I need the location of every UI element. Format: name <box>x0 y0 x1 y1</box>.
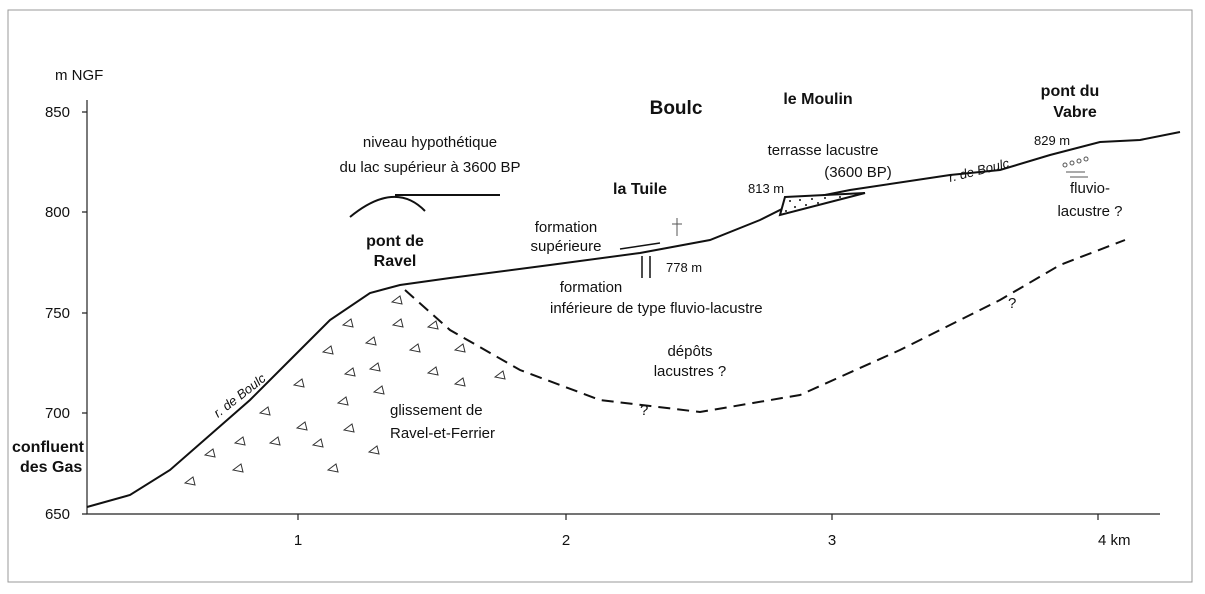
cross-section: m NGF 850 800 750 700 650 1 2 3 4 km con… <box>0 0 1205 594</box>
place-label: des Gas <box>20 459 82 476</box>
cross-symbol <box>672 218 682 236</box>
annotation: formation <box>535 219 598 236</box>
annotation: formation <box>560 279 623 296</box>
annotation: du lac supérieur à 3600 BP <box>340 159 521 176</box>
place-label: Boulc <box>650 98 703 119</box>
lake-level <box>350 195 500 217</box>
annotation: ? <box>640 402 648 419</box>
annotation: terrasse lacustre <box>768 142 879 159</box>
y-tick-label: 800 <box>45 204 70 221</box>
place-label: pont du <box>1041 83 1100 100</box>
annotation: inférieure de type fluvio-lacustre <box>550 300 763 317</box>
x-tick-label: 1 <box>294 532 302 549</box>
annotation: (3600 BP) <box>824 164 892 181</box>
annotation: dépôts <box>667 343 712 360</box>
elevation: 778 m <box>666 260 702 275</box>
place-label: le Moulin <box>783 91 852 108</box>
annotation: lacustres ? <box>654 363 727 380</box>
y-tick-label: 650 <box>45 506 70 523</box>
annotation: niveau hypothétique <box>363 134 497 151</box>
annotation: glissement de <box>390 402 483 419</box>
place-label: Vabre <box>1053 104 1097 121</box>
terrace <box>780 193 865 215</box>
x-tick-label: 3 <box>828 532 836 549</box>
annotation: Ravel-et-Ferrier <box>390 425 495 442</box>
gravel <box>1063 157 1088 177</box>
place-label: la Tuile <box>613 181 667 198</box>
y-unit: m NGF <box>55 67 103 84</box>
river-label: r. de Boulc <box>947 155 1011 185</box>
substratum-profile <box>405 240 1125 412</box>
x-tick-label: 4 km <box>1098 532 1131 549</box>
y-tick-label: 850 <box>45 104 70 121</box>
y-tick-label: 750 <box>45 305 70 322</box>
place-label: confluent <box>12 439 85 456</box>
tuile-section <box>620 243 660 278</box>
elevation: 813 m <box>748 181 784 196</box>
x-tick-label: 2 <box>562 532 570 549</box>
annotation: supérieure <box>531 238 602 255</box>
annotation: ? <box>1008 295 1016 312</box>
elevation: 829 m <box>1034 133 1070 148</box>
annotation: lacustre ? <box>1057 203 1122 220</box>
place-label: pont de <box>366 233 424 250</box>
annotation: fluvio- <box>1070 180 1110 197</box>
y-tick-label: 700 <box>45 405 70 422</box>
place-label: Ravel <box>374 253 417 270</box>
